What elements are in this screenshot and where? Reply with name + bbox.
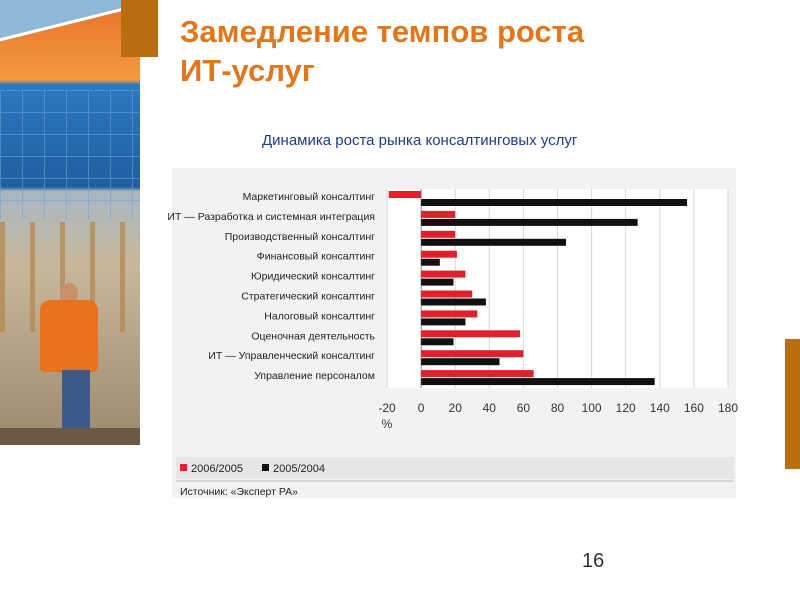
- x-tick-label: 120: [616, 401, 636, 415]
- x-axis-label: %: [382, 417, 393, 431]
- bar-2006-2005: [388, 191, 422, 198]
- bar-2005-2004: [421, 378, 655, 386]
- category-label: Управление персоналом: [254, 370, 375, 382]
- slide-title-line-1: Замедление темпов роста: [180, 14, 585, 49]
- blueprint-grid: [0, 90, 140, 220]
- bar-2005-2004: [421, 258, 440, 266]
- category-label: Производственный консалтинг: [225, 231, 375, 243]
- legend-marker: [262, 464, 269, 471]
- ground: [0, 428, 140, 445]
- legend-label: 2006/2005: [191, 463, 243, 475]
- worker-head: [60, 283, 78, 303]
- chart-subtitle: Динамика роста рынка консалтинговых услу…: [262, 132, 578, 149]
- worker-jacket: [40, 300, 98, 372]
- legend-marker: [180, 464, 187, 471]
- source-note: Источник: «Эксперт РА»: [180, 486, 298, 498]
- bar-2006-2005: [421, 370, 534, 378]
- x-tick-label: 40: [483, 401, 497, 415]
- x-tick-label: 180: [718, 401, 738, 415]
- bar-2006-2005: [421, 250, 457, 258]
- x-tick-label: 80: [551, 401, 565, 415]
- construction-worker-photo: [0, 0, 140, 445]
- category-label: Оценочная деятельность: [251, 330, 375, 342]
- bar-2005-2004: [421, 338, 454, 346]
- bar-2006-2005: [421, 330, 520, 338]
- x-tick-label: 60: [517, 401, 531, 415]
- bar-2005-2004: [421, 199, 688, 206]
- x-tick-label: 20: [449, 401, 463, 415]
- bar-2005-2004: [421, 318, 466, 326]
- worker-legs: [62, 370, 90, 428]
- category-label: Юридический консалтинг: [251, 271, 375, 283]
- bar-2006-2005: [421, 210, 456, 218]
- legend-label: 2005/2004: [273, 463, 325, 475]
- page-number: 16: [582, 550, 605, 572]
- bar-2006-2005: [421, 270, 466, 278]
- bar-2005-2004: [421, 298, 486, 306]
- bar-2005-2004: [421, 218, 638, 226]
- bar-2005-2004: [421, 278, 454, 286]
- accent-block-top: [121, 0, 158, 57]
- category-label: ИТ — Разработка и системная интеграция: [167, 211, 375, 223]
- bar-2005-2004: [421, 238, 567, 246]
- category-label: ИТ — Управленческий консалтинг: [208, 350, 375, 362]
- category-label: Финансовый консалтинг: [257, 251, 375, 263]
- accent-block-right: [785, 339, 800, 469]
- category-label: Маркетинговый консалтинг: [243, 191, 376, 203]
- bar-2006-2005: [421, 230, 456, 238]
- x-tick-label: 100: [582, 401, 602, 415]
- bar-2006-2005: [421, 350, 524, 358]
- x-tick-label: 140: [650, 401, 670, 415]
- x-tick-label: 160: [684, 401, 704, 415]
- category-label: Стратегический консалтинг: [241, 291, 375, 303]
- bar-2006-2005: [421, 290, 473, 298]
- legend-panel: [176, 457, 734, 479]
- category-label: Налоговый консалтинг: [264, 310, 375, 322]
- slide-title-line-2: ИТ-услуг: [180, 53, 315, 88]
- bar-2006-2005: [421, 310, 478, 318]
- bar-2005-2004: [421, 358, 500, 366]
- x-tick-label: 0: [418, 401, 425, 415]
- slide-title: Замедление темпов роста ИТ-услуг: [180, 12, 584, 90]
- x-tick-label: -20: [378, 401, 396, 415]
